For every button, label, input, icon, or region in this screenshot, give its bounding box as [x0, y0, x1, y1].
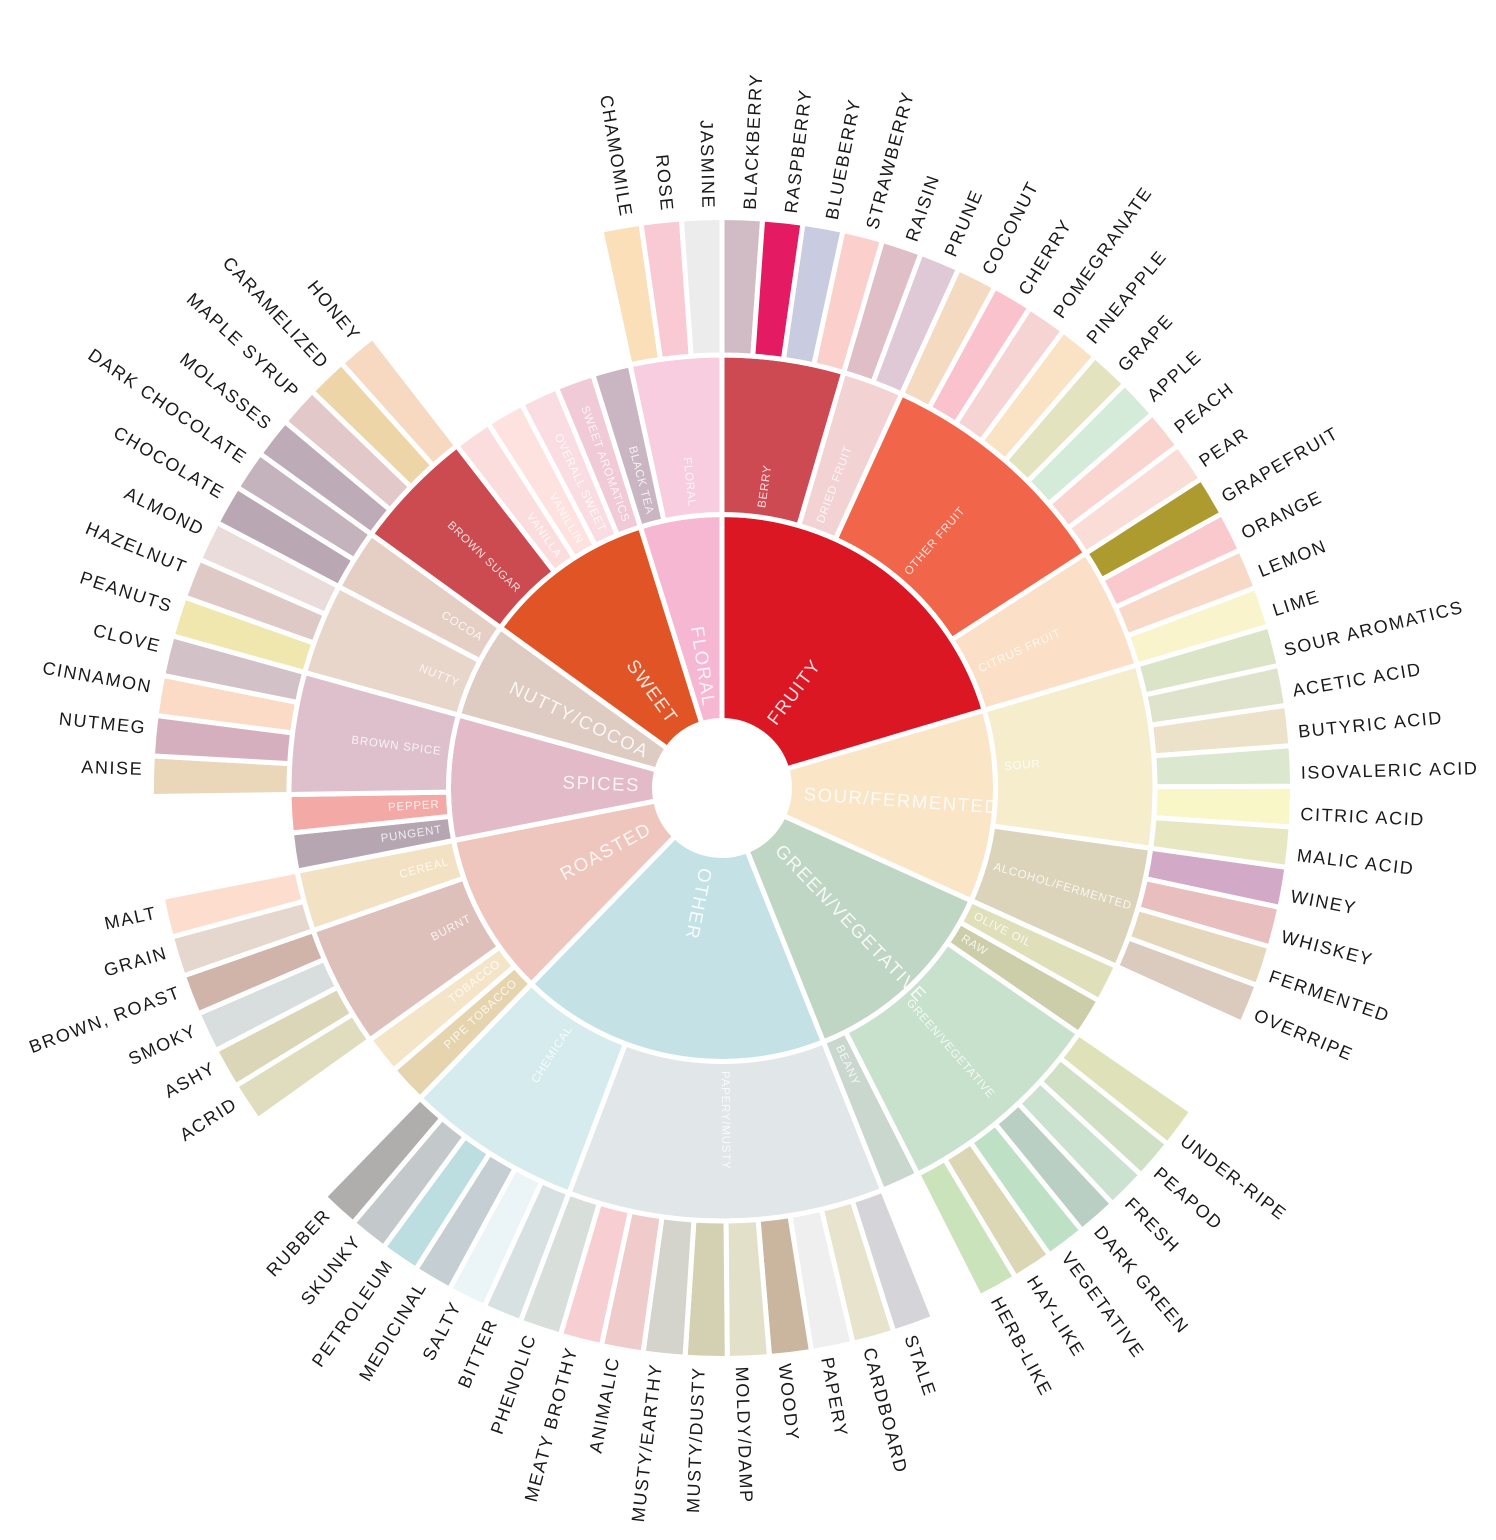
- svg-text:SOUR: SOUR: [1004, 758, 1041, 773]
- svg-text:ANISE: ANISE: [81, 757, 144, 779]
- svg-text:FLORAL: FLORAL: [681, 457, 698, 508]
- svg-text:MOLDY/DAMP: MOLDY/DAMP: [732, 1366, 757, 1504]
- svg-text:PEPPER: PEPPER: [388, 799, 440, 814]
- svg-text:ISOVALERIC ACID: ISOVALERIC ACID: [1301, 758, 1479, 783]
- svg-text:PAPERY/MUSTY: PAPERY/MUSTY: [719, 1071, 732, 1170]
- svg-text:SPICES: SPICES: [562, 771, 640, 795]
- svg-text:JASMINE: JASMINE: [696, 120, 718, 210]
